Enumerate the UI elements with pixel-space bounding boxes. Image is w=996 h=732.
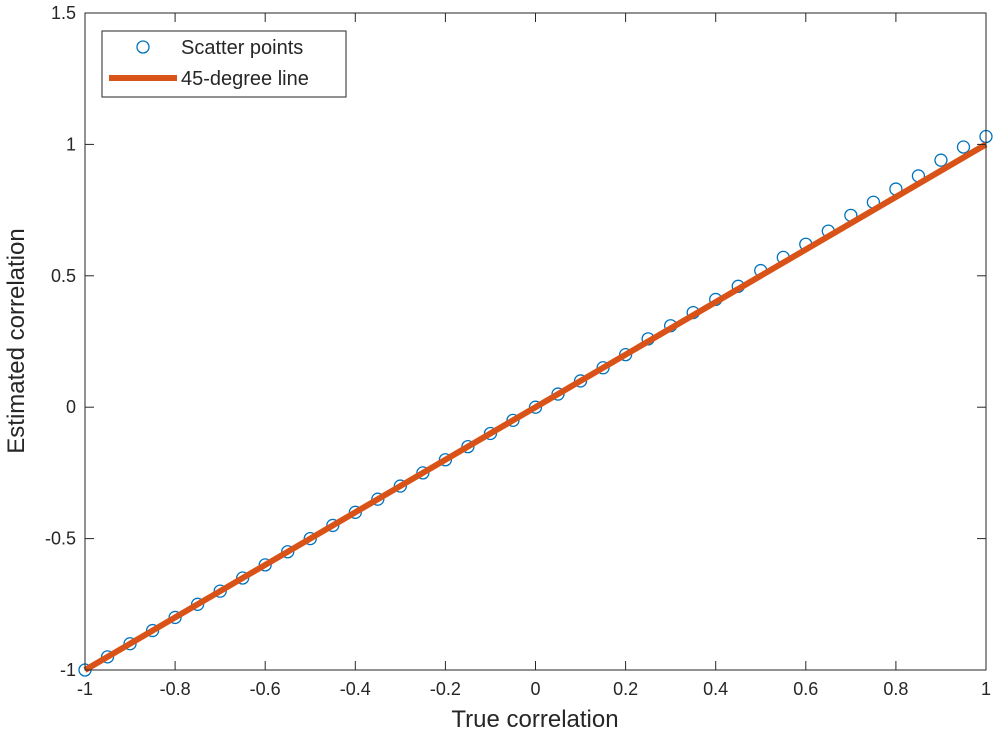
scatter-point: [551, 387, 565, 401]
y-axis-label: Estimated correlation: [3, 228, 30, 453]
legend-scatter-label: Scatter points: [181, 37, 303, 59]
scatter-point: [506, 413, 520, 427]
scatter-point: [618, 347, 633, 362]
x-tick-label: -0.2: [430, 679, 461, 699]
reference-line: [83, 141, 988, 673]
y-tick-labels: -1 -0.5 0 0.5 1 1.5: [45, 3, 76, 680]
x-tick-label: 0.4: [703, 679, 728, 699]
scatter-point: [934, 153, 948, 167]
scatter-point: [213, 584, 227, 598]
legend-scatter-marker: [136, 40, 150, 54]
legend-box: [101, 30, 347, 98]
scatter-point: [303, 531, 317, 546]
legend: Scatter points 45-degree line: [101, 30, 347, 98]
x-tick-label: 0.6: [793, 679, 818, 699]
scatter-point: [326, 518, 340, 533]
scatter-point: [123, 637, 137, 651]
legend-line-label: 45-degree line: [181, 68, 309, 90]
scatter-point: [168, 610, 182, 625]
scatter-point: [416, 466, 430, 480]
y-tick-label: 0: [66, 397, 76, 417]
x-axis-label: True correlation: [451, 706, 618, 732]
scatter-point: [236, 571, 250, 585]
x-tick-label: 0.8: [883, 679, 908, 699]
x-tick-label: 0: [530, 679, 540, 699]
x-tick-label: -0.6: [250, 679, 281, 699]
scatter-point: [281, 545, 295, 559]
scatter-point: [528, 400, 543, 414]
scatter-point: [438, 453, 453, 467]
scatter-point: [461, 439, 475, 454]
scatter-point: [348, 505, 362, 519]
line-series: [83, 141, 988, 673]
x-tick-label: -1: [77, 679, 93, 699]
scatter-point: [483, 426, 498, 441]
x-tick-labels: -1 -0.8 -0.6 -0.4 -0.2 0 0.2 0.4 0.6 0.8 1: [77, 679, 991, 699]
scatter-point: [258, 558, 272, 572]
y-tick-label: 1: [66, 134, 76, 154]
scatter-point: [573, 374, 588, 388]
scatter-point: [596, 361, 610, 375]
tick-marks: [84, 12, 987, 671]
scatter-point: [190, 597, 205, 611]
scatter-point: [393, 479, 408, 493]
x-tick-label: -0.8: [160, 679, 191, 699]
plot-area: [85, 13, 986, 670]
y-tick-label: 1.5: [51, 3, 76, 23]
y-tick-label: 0.5: [51, 266, 76, 286]
scatter-point: [371, 492, 385, 506]
scatter-point: [956, 140, 971, 154]
x-tick-label: 0.2: [613, 679, 638, 699]
x-tick-label: 1: [981, 679, 991, 699]
scatter-point: [100, 650, 115, 664]
y-tick-label: -0.5: [45, 529, 76, 549]
scatter-point: [145, 623, 160, 638]
y-tick-label: -1: [60, 660, 76, 680]
x-tick-label: -0.4: [340, 679, 371, 699]
